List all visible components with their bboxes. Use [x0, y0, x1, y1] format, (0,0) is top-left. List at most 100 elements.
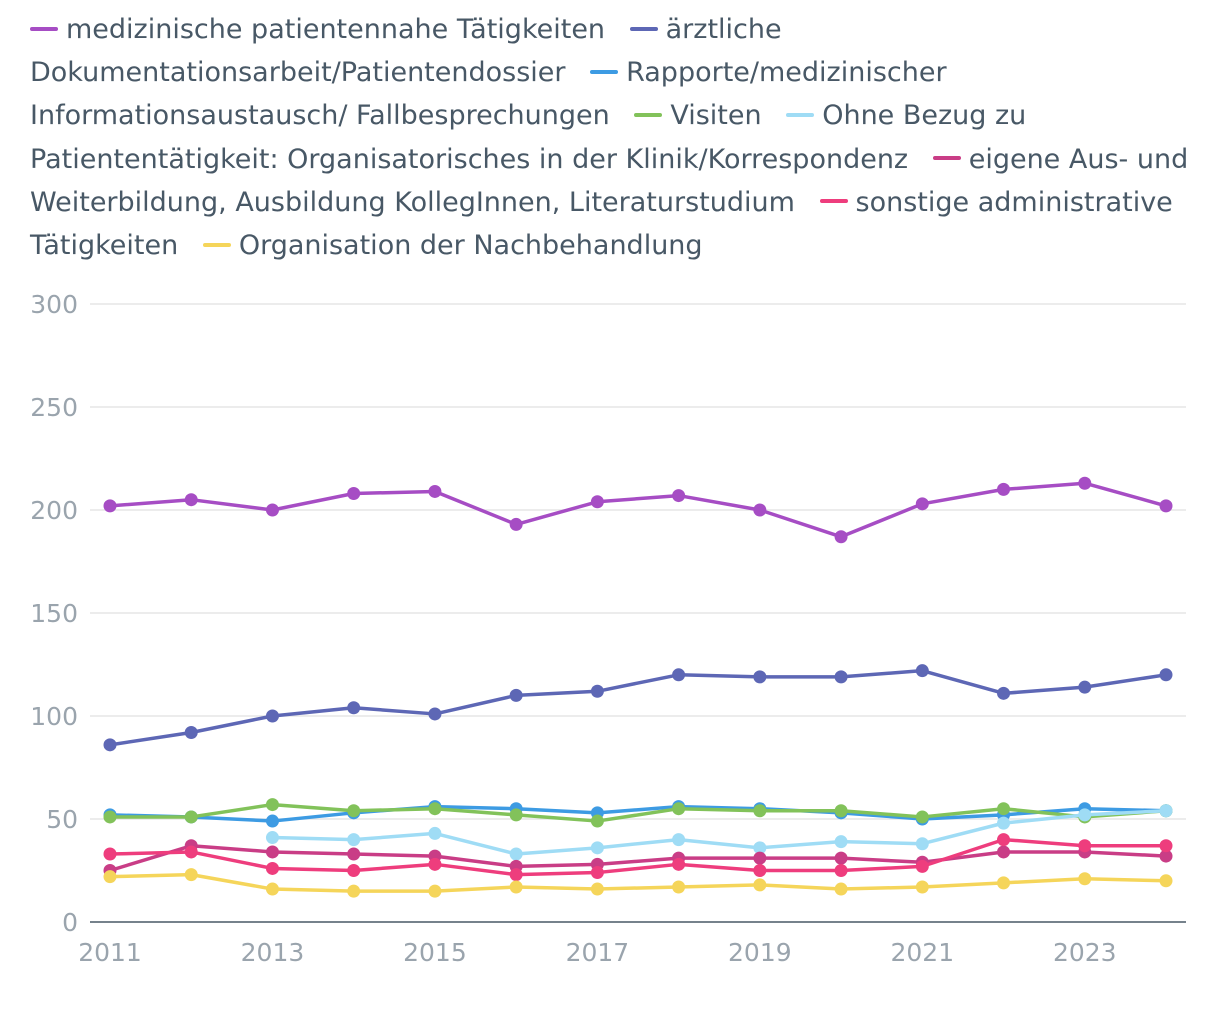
data-point[interactable]: [265, 709, 279, 723]
data-point[interactable]: [184, 493, 198, 507]
data-point[interactable]: [103, 738, 117, 752]
data-point[interactable]: [265, 503, 279, 517]
data-point[interactable]: [915, 859, 929, 873]
data-point[interactable]: [428, 884, 442, 898]
data-point[interactable]: [997, 845, 1011, 859]
data-point[interactable]: [103, 499, 117, 513]
data-point[interactable]: [347, 884, 361, 898]
data-point[interactable]: [915, 837, 929, 851]
data-point[interactable]: [834, 864, 848, 877]
data-point[interactable]: [347, 833, 361, 847]
data-point[interactable]: [509, 808, 523, 822]
data-point[interactable]: [103, 870, 117, 884]
data-point[interactable]: [915, 880, 929, 894]
data-point[interactable]: [509, 880, 523, 894]
data-point[interactable]: [997, 816, 1011, 830]
data-point[interactable]: [590, 882, 604, 896]
data-point[interactable]: [590, 495, 604, 509]
series-6: [103, 833, 1173, 882]
legend-item[interactable]: Ohne Bezug zu Patiententätigkeit: Organi…: [30, 100, 1026, 174]
data-point[interactable]: [834, 851, 848, 865]
legend-swatch: [634, 112, 663, 117]
data-point[interactable]: [672, 833, 686, 847]
data-point[interactable]: [1078, 808, 1092, 822]
legend-item[interactable]: eigene Aus- und Weiterbildung, Ausbildun…: [30, 144, 1188, 218]
data-point[interactable]: [103, 810, 117, 824]
data-point[interactable]: [590, 684, 604, 698]
data-point[interactable]: [1078, 839, 1092, 853]
data-point[interactable]: [1078, 680, 1092, 694]
series-line: [108, 804, 1168, 823]
data-point[interactable]: [428, 707, 442, 721]
data-point[interactable]: [753, 503, 767, 517]
data-point[interactable]: [590, 841, 604, 855]
data-point[interactable]: [347, 864, 361, 877]
data-point[interactable]: [1159, 839, 1173, 853]
data-point[interactable]: [753, 804, 767, 818]
data-point[interactable]: [347, 847, 361, 861]
data-point[interactable]: [672, 802, 686, 816]
data-point[interactable]: [590, 866, 604, 880]
data-point[interactable]: [915, 497, 929, 511]
data-point[interactable]: [834, 530, 848, 544]
data-point[interactable]: [428, 802, 442, 816]
legend-item[interactable]: Organisation der Nachbehandlung: [202, 230, 703, 261]
data-point[interactable]: [997, 482, 1011, 496]
data-point[interactable]: [1078, 476, 1092, 490]
data-point[interactable]: [834, 670, 848, 684]
data-point[interactable]: [672, 857, 686, 871]
data-point[interactable]: [753, 878, 767, 892]
data-point[interactable]: [915, 810, 929, 824]
data-point[interactable]: [1159, 804, 1173, 818]
data-point[interactable]: [428, 826, 442, 840]
data-point[interactable]: [428, 484, 442, 498]
data-point[interactable]: [753, 851, 767, 865]
legend-item[interactable]: sonstige administrative Tätigkeiten: [30, 187, 1173, 261]
series-line: [108, 481, 1168, 539]
data-point[interactable]: [997, 833, 1011, 847]
legend-item[interactable]: Visiten: [634, 100, 762, 131]
data-point[interactable]: [915, 664, 929, 678]
data-point[interactable]: [184, 868, 198, 882]
data-point[interactable]: [265, 845, 279, 859]
data-point[interactable]: [265, 831, 279, 845]
data-point[interactable]: [1159, 499, 1173, 513]
data-point[interactable]: [347, 701, 361, 715]
x-tick-label: 2021: [890, 938, 954, 967]
data-point[interactable]: [1159, 668, 1173, 682]
data-point[interactable]: [265, 882, 279, 896]
data-point[interactable]: [1159, 874, 1173, 888]
data-point[interactable]: [590, 814, 604, 828]
data-point[interactable]: [672, 489, 686, 503]
legend-item[interactable]: ärztliche Dokumentationsarbeit/Patienten…: [30, 14, 782, 88]
legend-item[interactable]: medizinische patientennahe Tätigkeiten: [30, 14, 605, 45]
data-point[interactable]: [184, 845, 198, 859]
data-point[interactable]: [428, 857, 442, 871]
data-point[interactable]: [347, 804, 361, 818]
data-point[interactable]: [672, 668, 686, 682]
data-point[interactable]: [265, 798, 279, 812]
data-point[interactable]: [753, 864, 767, 877]
data-point[interactable]: [753, 670, 767, 684]
data-point[interactable]: [1159, 849, 1173, 863]
data-point[interactable]: [997, 802, 1011, 816]
legend-item[interactable]: Rapporte/medizinischer Informationsausta…: [30, 57, 947, 131]
data-point[interactable]: [509, 868, 523, 882]
data-point[interactable]: [509, 847, 523, 861]
data-point[interactable]: [184, 810, 198, 824]
data-point[interactable]: [184, 725, 198, 739]
data-point[interactable]: [347, 487, 361, 501]
data-point[interactable]: [1078, 872, 1092, 886]
data-point[interactable]: [672, 880, 686, 894]
data-point[interactable]: [753, 841, 767, 855]
data-point[interactable]: [997, 686, 1011, 700]
data-point[interactable]: [997, 876, 1011, 890]
data-point[interactable]: [834, 882, 848, 896]
data-point[interactable]: [509, 688, 523, 702]
data-point[interactable]: [103, 847, 117, 861]
data-point[interactable]: [265, 814, 279, 828]
data-point[interactable]: [509, 517, 523, 531]
data-point[interactable]: [834, 835, 848, 849]
data-point[interactable]: [265, 861, 279, 875]
data-point[interactable]: [834, 804, 848, 818]
